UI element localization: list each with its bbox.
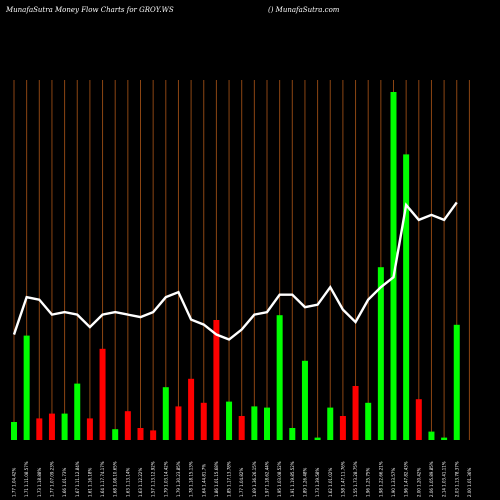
x-tick-label: 2.00 1.01.36% <box>467 468 472 497</box>
bar <box>36 418 43 440</box>
x-tick-label: 1.96 1.47.82.43% <box>404 461 409 497</box>
bar <box>403 154 410 440</box>
bar <box>264 407 270 440</box>
bar <box>415 399 422 440</box>
price-line <box>12 201 458 341</box>
x-tick-label: 1.95 1.03.08.52% <box>277 461 282 497</box>
x-tick-label: 1.69 1.36.26.15% <box>252 461 257 497</box>
bar <box>162 387 169 440</box>
x-tick-label: 1.58 1.47.11.76% <box>340 461 345 497</box>
bar <box>99 348 106 440</box>
x-tick-label: 1.66 1.01.73% <box>62 468 67 497</box>
x-tick-label: 1.63 1.13.14% <box>125 468 130 497</box>
x-tick-label: 1.91 1.19.85.52% <box>290 461 295 497</box>
x-tick-label: 1.79 1.30.23.85% <box>176 461 181 497</box>
x-tick-label: 2.14 1.03.41.11% <box>442 461 447 497</box>
bar <box>137 428 144 440</box>
bar <box>23 335 30 440</box>
x-tick-label: 1.71 1.11.08.57% <box>24 461 29 497</box>
gridlines <box>13 80 470 440</box>
bar <box>390 92 397 440</box>
bar <box>48 413 55 440</box>
x-tick-label: 1.63 1.12.22% <box>138 468 143 497</box>
bar <box>428 431 435 440</box>
x-tick-label: 1.90 1.33.57% <box>391 468 396 497</box>
x-tick-label: 1.97 1.18.62.44% <box>265 461 270 497</box>
x-tick-label: 1.64 1.44.81.7% <box>201 464 206 497</box>
bar <box>213 320 220 440</box>
bar <box>352 386 359 440</box>
x-tick-label: 1.64 1.17.74.17% <box>100 461 105 497</box>
x-tick-label: 1.57 1.13.12.92% <box>151 461 156 497</box>
x-axis-labels: 1.77 1.04.42% 1.71 1.11.08.57% 1.73 1.18.8… <box>12 461 472 497</box>
bar <box>251 406 258 440</box>
bar <box>86 418 93 440</box>
bar <box>74 383 81 440</box>
x-tick-label: 2.00 1.20.42% <box>416 468 421 497</box>
bar <box>289 428 296 440</box>
bar <box>365 402 372 440</box>
bar <box>314 437 321 440</box>
bar <box>150 430 157 440</box>
bar <box>200 402 207 440</box>
bar <box>339 416 346 440</box>
x-tick-label: 1.78 1.18.15.13% <box>189 461 194 497</box>
bar <box>238 416 245 440</box>
bar <box>226 401 233 440</box>
x-tick-label: 1.77 1.04.82% <box>239 468 244 497</box>
x-tick-label: 2.03 1.13.78.37% <box>454 461 459 497</box>
site-credit: () MunafaSutra.com <box>268 6 340 14</box>
bar <box>112 429 119 440</box>
bar <box>301 360 308 440</box>
bar <box>188 378 195 440</box>
x-tick-label: 1.55 1.73.28.75% <box>353 461 358 497</box>
x-tick-label: 1.62 1.01.02% <box>328 468 333 497</box>
x-tick-label: 2.06 1.05.89.85% <box>429 461 434 497</box>
chart-title: MunafaSutra Money Flow Charts for GROY.W… <box>6 6 174 14</box>
bars <box>11 92 460 440</box>
x-tick-label: 1.73 1.39.58% <box>315 468 320 497</box>
x-tick-label: 1.89 1.26.48% <box>302 468 307 497</box>
x-tick-label: 1.77 1.07.09.23% <box>49 461 54 497</box>
x-tick-label: 1.61 1.16.18% <box>87 468 92 497</box>
x-tick-label: 1.73 1.18.88% <box>37 468 42 497</box>
x-tick-label: 1.79 1.03.14.42% <box>163 461 168 497</box>
x-tick-label: 1.68 1.08.10.65% <box>113 461 118 497</box>
bar <box>276 315 283 440</box>
bar <box>124 411 131 440</box>
bar <box>453 324 460 440</box>
bar <box>175 406 182 440</box>
bar <box>441 437 448 440</box>
x-tick-label: 1.67 1.11.12.84% <box>75 461 80 497</box>
x-tick-label: 1.85 1.17.13.78% <box>227 461 232 497</box>
bar <box>327 407 334 440</box>
x-tick-label: 1.96 1.25.75% <box>366 468 371 497</box>
bar <box>377 267 384 440</box>
x-tick-label: 1.98 1.22.66.21% <box>378 461 383 497</box>
bar <box>61 413 68 440</box>
x-tick-label: 1.86 1.01.15.68% <box>214 461 219 497</box>
x-tick-label: 1.77 1.04.42% <box>12 468 17 497</box>
bar <box>11 422 17 440</box>
